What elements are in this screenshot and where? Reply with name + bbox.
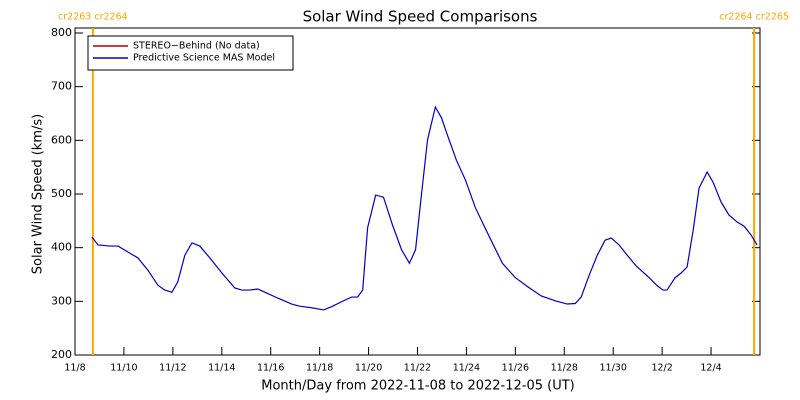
x-tick-label: 12/4 [700,363,721,374]
x-axis-label: Month/Day from 2022-11-08 to 2022-12-05 … [261,379,574,394]
boundary-label: cr2263 cr2264 [58,12,128,23]
y-tick-label: 300 [51,294,72,307]
x-tick-label: 11/20 [355,363,382,374]
x-tick-label: 11/14 [208,363,235,374]
legend-label: STEREO−Behind (No data) [133,41,260,52]
y-axis-label: Solar Wind Speed (km/s) [31,114,46,274]
legend-label: Predictive Science MAS Model [133,53,275,64]
x-tick-label: 11/12 [159,363,186,374]
y-tick-label: 200 [51,348,72,361]
x-tick-label: 11/16 [257,363,284,374]
chart-title: Solar Wind Speed Comparisons [303,8,538,26]
legend-box [87,35,294,71]
y-tick-label: 700 [51,80,72,93]
x-tick-label: 11/24 [453,363,480,374]
x-tick-label: 11/28 [551,363,578,374]
x-tick-label: 11/18 [306,363,333,374]
x-tick-label: 11/22 [404,363,431,374]
y-tick-label: 400 [51,241,72,254]
boundary-label: cr2264 cr2265 [719,12,789,23]
x-tick-label: 11/26 [502,363,529,374]
x-tick-label: 11/10 [110,363,137,374]
x-tick-label: 11/8 [64,363,85,374]
x-tick-label: 12/2 [651,363,672,374]
y-tick-label: 600 [51,133,72,146]
plot-frame [74,27,761,356]
y-tick-label: 800 [51,26,72,39]
x-tick-label: 11/30 [600,363,627,374]
series-line [91,105,758,311]
y-tick-label: 500 [51,187,72,200]
